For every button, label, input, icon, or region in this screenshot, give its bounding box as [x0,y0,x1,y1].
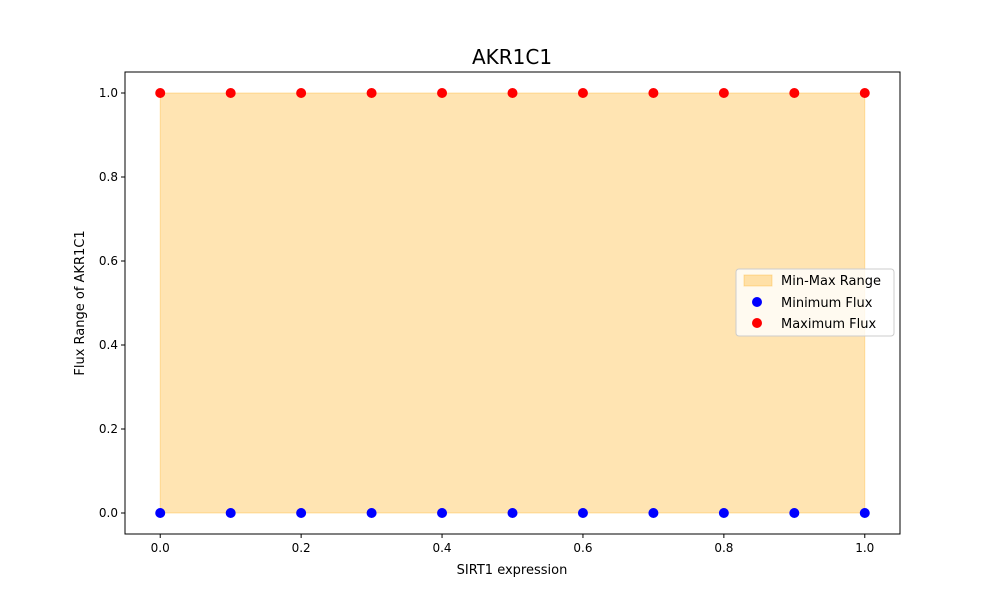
x-tick-label: 0.6 [573,541,592,555]
maximum-flux-point [437,88,448,98]
minimum-flux-point [577,508,588,518]
minimum-flux-point [155,508,166,518]
y-tick-label: 0.2 [99,422,118,436]
y-tick-label: 0.6 [99,254,118,268]
x-axis-label: SIRT1 expression [457,563,568,578]
legend-label-minimum-flux: Minimum Flux [781,296,873,311]
x-tick-label: 0.2 [292,541,311,555]
legend-swatch-min-max-range [743,274,773,287]
y-tick-label: 0.4 [99,338,118,352]
minimum-flux-point [859,508,870,518]
maximum-flux-point [859,88,870,98]
maximum-flux-point [155,88,166,98]
legend: Min-Max Range Minimum Flux Maximum Flux [735,268,895,337]
minimum-flux-point [225,508,236,518]
maximum-flux-point [366,88,377,98]
minimum-flux-point [296,508,307,518]
x-tick-label: 0.4 [432,541,451,555]
x-tick-label: 0.0 [151,541,170,555]
minimum-flux-point [507,508,518,518]
maximum-flux-point [577,88,588,98]
maximum-flux-point [296,88,307,98]
maximum-flux-point [789,88,800,98]
minimum-flux-point [366,508,377,518]
maximum-flux-point [507,88,518,98]
legend-label-maximum-flux: Maximum Flux [781,317,877,332]
maximum-flux-point [648,88,659,98]
maximum-flux-point [718,88,729,98]
x-tick-label: 0.8 [714,541,733,555]
x-tick-label: 1.0 [855,541,874,555]
minimum-flux-point [718,508,729,518]
legend-box [735,268,895,337]
chart-title: AKR1C1 [472,45,552,69]
minimum-flux-point [437,508,448,518]
y-axis-label: Flux Range of AKR1C1 [73,230,88,375]
legend-label-min-max-range: Min-Max Range [781,274,881,289]
maximum-flux-point [225,88,236,98]
minimum-flux-point [789,508,800,518]
minimum-flux-point [648,508,659,518]
legend-swatch-maximum-flux [752,318,762,328]
legend-swatch-minimum-flux [752,297,762,307]
y-tick-label: 0.8 [99,170,118,184]
y-tick-label: 0.0 [99,506,118,520]
plot-frame [124,71,901,535]
y-tick-label: 1.0 [99,86,118,100]
